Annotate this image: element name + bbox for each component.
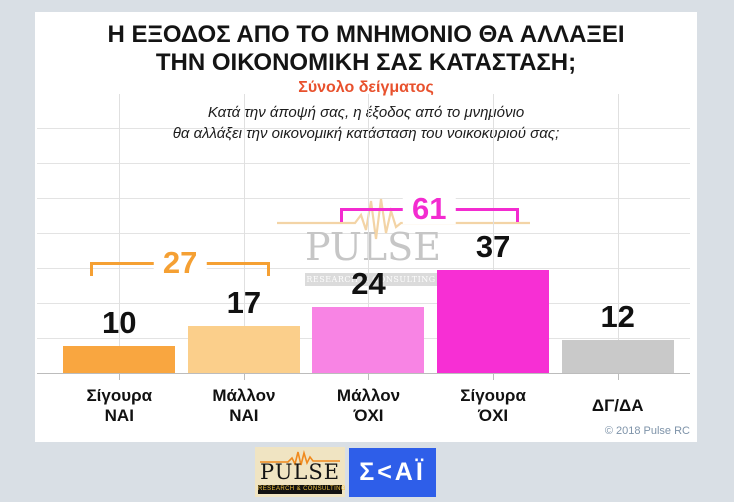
copyright-note: © 2018 Pulse RC xyxy=(604,425,690,437)
value-label: 17 xyxy=(226,285,262,321)
chart-card: Η ΕΞΟΔΟΣ ΑΠΟ ΤΟ ΜΝΗΜΟΝΙΟ ΘΑ ΑΛΛΑΞΕΙ ΤΗΝ Ο… xyxy=(35,12,697,442)
survey-question: Κατά την άποψή σας, η έξοδος από το μνημ… xyxy=(35,102,697,144)
bar-cell-4: 12 xyxy=(555,94,680,380)
pulse-logo-name: PULSE xyxy=(259,460,341,484)
category-label-line: ΝΑΙ xyxy=(229,406,259,425)
bar-cell-1: 17 xyxy=(182,94,307,380)
title-line-2: ΤΗΝ ΟΙΚΟΝΟΜΙΚΗ ΣΑΣ ΚΑΤΑΣΤΑΣΗ; xyxy=(155,49,577,76)
category-label-line: Σίγουρα xyxy=(86,386,153,405)
category-label-2: Μάλλον ΌΧΙ xyxy=(306,384,431,428)
category-label-4: ΔΓ/ΔΑ xyxy=(555,384,680,428)
category-label-line: Μάλλον xyxy=(336,386,401,405)
x-axis-line xyxy=(37,373,690,374)
axis-tick xyxy=(119,374,121,380)
category-label-line: ΔΓ/ΔΑ xyxy=(591,396,644,415)
bar-Σίγουρα ΝΑΙ xyxy=(63,346,176,374)
bar-cell-2: 24 xyxy=(306,94,431,380)
chart-subtitle: Σύνολο δείγματος xyxy=(298,79,434,96)
bar-ΔΓ/ΔΑ xyxy=(561,340,674,374)
bar-Μάλλον ΌΧΙ xyxy=(312,306,425,374)
pulse-logo-tagline: RESEARCH & CONSULTING xyxy=(258,485,345,494)
sum-label: 61 xyxy=(403,193,456,224)
vertical-gridline xyxy=(617,94,619,374)
category-label-1: Μάλλον ΝΑΙ xyxy=(182,384,307,428)
title-line-1: Η ΕΞΟΔΟΣ ΑΠΟ ΤΟ ΜΝΗΜΟΝΙΟ ΘΑ ΑΛΛΑΞΕΙ xyxy=(107,21,625,48)
value-label: 12 xyxy=(600,299,635,335)
category-label-line: ΌΧΙ xyxy=(478,406,509,425)
sum-bracket-27: 27 xyxy=(90,247,270,278)
category-label-line: Σίγουρα xyxy=(460,386,526,405)
skai-logo: Σ<ΑΪ xyxy=(349,448,436,497)
category-label-line: Μάλλον xyxy=(212,386,276,405)
value-label: 24 xyxy=(351,265,386,301)
bar-cell-3: 37 xyxy=(431,94,556,380)
bar-Μάλλον ΝΑΙ xyxy=(187,326,300,374)
value-label: 37 xyxy=(475,229,511,265)
axis-tick xyxy=(493,374,495,380)
axis-tick xyxy=(368,374,370,380)
pulse-logo-waveform-icon xyxy=(260,450,340,466)
pulse-logo: PULSE RESEARCH & CONSULTING xyxy=(255,447,345,497)
bar-Σίγουρα ΌΧΙ xyxy=(437,270,550,374)
category-label-3: Σίγουρα ΌΧΙ xyxy=(431,384,556,428)
vertical-gridline xyxy=(119,94,121,374)
question-line-2: θα αλλάξει την οικονομική κατάσταση του … xyxy=(172,125,560,142)
bar-chart: 10 17 24 37 12 27 61 xyxy=(57,94,680,380)
category-label-0: Σίγουρα ΝΑΙ xyxy=(57,384,182,428)
axis-tick xyxy=(617,374,619,380)
axis-tick xyxy=(243,374,245,380)
sum-bracket-61: 61 xyxy=(339,193,520,224)
skai-logo-text: Σ<ΑΪ xyxy=(359,458,426,486)
sum-label: 27 xyxy=(153,247,207,278)
category-label-line: ΌΧΙ xyxy=(353,406,384,425)
category-label-line: ΝΑΙ xyxy=(104,406,134,425)
page-title: Η ΕΞΟΔΟΣ ΑΠΟ ΤΟ ΜΝΗΜΟΝΙΟ ΘΑ ΑΛΛΑΞΕΙ ΤΗΝ Ο… xyxy=(35,12,697,77)
x-axis-labels: Σίγουρα ΝΑΙ Μάλλον ΝΑΙ Μάλλον ΌΧΙ Σίγουρα ΌΧΙ ΔΓ… xyxy=(57,384,680,428)
vertical-gridline xyxy=(243,94,245,374)
bar-cell-0: 10 xyxy=(57,94,182,380)
question-line-1: Κατά την άποψή σας, η έξοδος από το μνημ… xyxy=(207,104,525,121)
value-label: 10 xyxy=(102,305,137,340)
